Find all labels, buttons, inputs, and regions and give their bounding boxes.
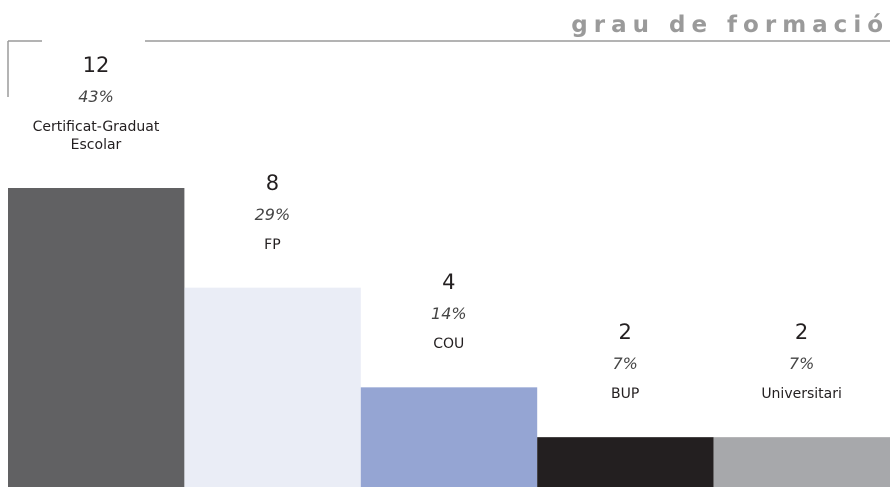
percent-label: 14% xyxy=(431,304,467,324)
value-label: 8 xyxy=(265,170,280,195)
bar xyxy=(713,437,890,487)
value-label: 12 xyxy=(82,53,110,77)
value-label: 2 xyxy=(794,320,809,345)
category-label: Universitari xyxy=(761,386,842,403)
category-label: COU xyxy=(433,336,465,353)
bar xyxy=(537,437,714,487)
percent-label: 43% xyxy=(78,87,114,106)
bar xyxy=(8,188,185,487)
bar-label: 2 7% BUP xyxy=(537,320,713,403)
percent-label: 7% xyxy=(788,354,815,374)
bar-label: 4 14% COU xyxy=(361,270,537,353)
category-label: Certificat-Graduat Escolar xyxy=(32,119,160,153)
value-label: 4 xyxy=(442,270,456,295)
bar-label: 2 7% Universitari xyxy=(714,320,890,403)
bar xyxy=(184,287,361,487)
chart-title: grau de formació xyxy=(571,12,889,38)
frame xyxy=(7,40,890,97)
category-label: FP xyxy=(264,236,281,253)
percent-label: 7% xyxy=(612,354,638,374)
percent-label: 29% xyxy=(254,204,291,224)
bar xyxy=(360,387,538,487)
bar-label: 8 29% FP xyxy=(184,171,360,254)
category-label: BUP xyxy=(611,386,640,403)
value-label: 2 xyxy=(618,320,632,345)
bar-label: 12 43% Certificat-Graduat Escolar xyxy=(8,53,184,154)
